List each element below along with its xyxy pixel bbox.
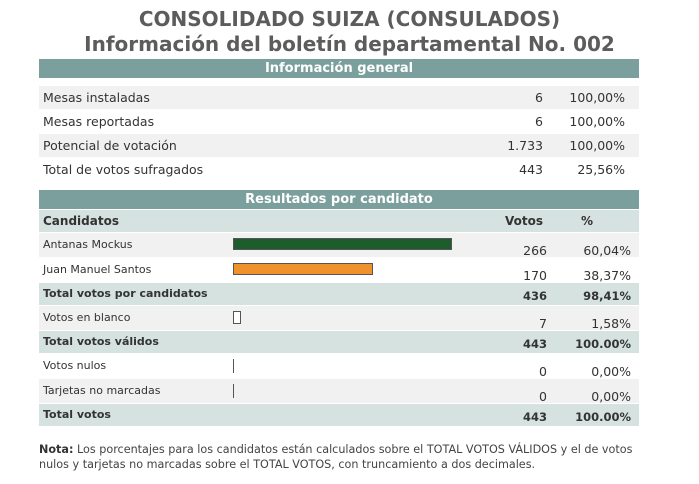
general-row-potential: Potencial de votación 1.733 100,00% bbox=[39, 134, 639, 158]
results-column-headers: Candidatos Votos % bbox=[39, 210, 639, 233]
general-row-percent: 25,56% bbox=[577, 162, 625, 177]
general-row-value: 6 bbox=[535, 90, 543, 105]
total-valid-label: Total votos válidos bbox=[43, 335, 159, 348]
column-header-votes: Votos bbox=[505, 214, 543, 228]
unmarked-cards-bar bbox=[233, 384, 234, 398]
null-votes-row: Votos nulos 0 0,00% bbox=[39, 354, 639, 379]
blank-votes-count: 7 bbox=[539, 316, 547, 331]
candidate-vote-bar bbox=[233, 263, 374, 275]
general-row-percent: 100,00% bbox=[569, 114, 625, 129]
general-row-total-cast: Total de votos sufragados 443 25,56% bbox=[39, 158, 639, 182]
general-info-table: Mesas instaladas 6 100,00% Mesas reporta… bbox=[39, 86, 639, 182]
total-valid-votes: 443 bbox=[522, 337, 547, 351]
results-header: Resultados por candidato bbox=[39, 190, 639, 209]
column-header-percent: % bbox=[580, 214, 593, 228]
total-votes-percent: 100.00% bbox=[575, 410, 631, 424]
general-row-percent: 100,00% bbox=[569, 138, 625, 153]
null-votes-percent: 0,00% bbox=[591, 364, 631, 379]
total-candidates-label: Total votos por candidatos bbox=[43, 287, 208, 300]
general-row-reported: Mesas reportadas 6 100,00% bbox=[39, 110, 639, 134]
footnote-text: Los porcentajes para los candidatos está… bbox=[39, 443, 633, 471]
blank-votes-percent: 1,58% bbox=[591, 316, 631, 331]
general-row-value: 1.733 bbox=[507, 138, 543, 153]
total-candidates-row: Total votos por candidatos 436 98,41% bbox=[39, 283, 639, 306]
general-row-percent: 100,00% bbox=[569, 90, 625, 105]
page-subtitle: Información del boletín departamental No… bbox=[84, 32, 615, 56]
general-row-label: Mesas reportadas bbox=[43, 114, 155, 129]
unmarked-cards-row: Tarjetas no marcadas 0 0,00% bbox=[39, 379, 639, 404]
general-row-label: Mesas instaladas bbox=[43, 90, 150, 105]
candidate-row-mockus: Antanas Mockus 266 60,04% bbox=[39, 233, 639, 258]
general-row-label: Potencial de votación bbox=[43, 138, 177, 153]
total-votes-label: Total votos bbox=[43, 408, 111, 421]
blank-votes-label: Votos en blanco bbox=[43, 311, 131, 324]
general-row-value: 6 bbox=[535, 114, 543, 129]
blank-votes-bar bbox=[233, 311, 241, 324]
total-valid-percent: 100.00% bbox=[575, 337, 631, 351]
unmarked-cards-label: Tarjetas no marcadas bbox=[43, 384, 161, 397]
general-row-value: 443 bbox=[519, 162, 543, 177]
total-candidates-percent: 98,41% bbox=[583, 289, 631, 303]
page-title: CONSOLIDADO SUIZA (CONSULADOS) bbox=[138, 7, 561, 31]
candidate-name: Juan Manuel Santos bbox=[43, 263, 152, 276]
general-info-header: Información general bbox=[39, 59, 639, 78]
null-votes-label: Votos nulos bbox=[43, 359, 107, 372]
null-votes-bar bbox=[233, 359, 234, 373]
candidate-votes: 170 bbox=[523, 268, 547, 283]
candidate-vote-bar bbox=[233, 238, 453, 250]
general-row-installed: Mesas instaladas 6 100,00% bbox=[39, 86, 639, 110]
candidate-percent: 38,37% bbox=[583, 268, 631, 283]
total-candidates-votes: 436 bbox=[522, 289, 547, 303]
general-row-label: Total de votos sufragados bbox=[43, 162, 204, 177]
total-votes-count: 443 bbox=[522, 410, 547, 424]
footnote: Nota: Los porcentajes para los candidato… bbox=[39, 442, 649, 472]
null-votes-count: 0 bbox=[539, 364, 547, 379]
candidate-percent: 60,04% bbox=[583, 243, 631, 258]
column-header-candidates: Candidatos bbox=[43, 214, 119, 228]
total-valid-row: Total votos válidos 443 100.00% bbox=[39, 331, 639, 354]
candidate-votes: 266 bbox=[523, 243, 547, 258]
candidate-row-santos: Juan Manuel Santos 170 38,37% bbox=[39, 258, 639, 283]
candidate-name: Antanas Mockus bbox=[43, 238, 133, 251]
unmarked-cards-count: 0 bbox=[539, 389, 547, 404]
footnote-label: Nota: bbox=[39, 443, 74, 456]
blank-votes-row: Votos en blanco 7 1,58% bbox=[39, 306, 639, 331]
unmarked-cards-percent: 0,00% bbox=[591, 389, 631, 404]
results-table: Candidatos Votos % Antanas Mockus 266 60… bbox=[39, 210, 639, 427]
total-votes-row: Total votos 443 100.00% bbox=[39, 404, 639, 427]
